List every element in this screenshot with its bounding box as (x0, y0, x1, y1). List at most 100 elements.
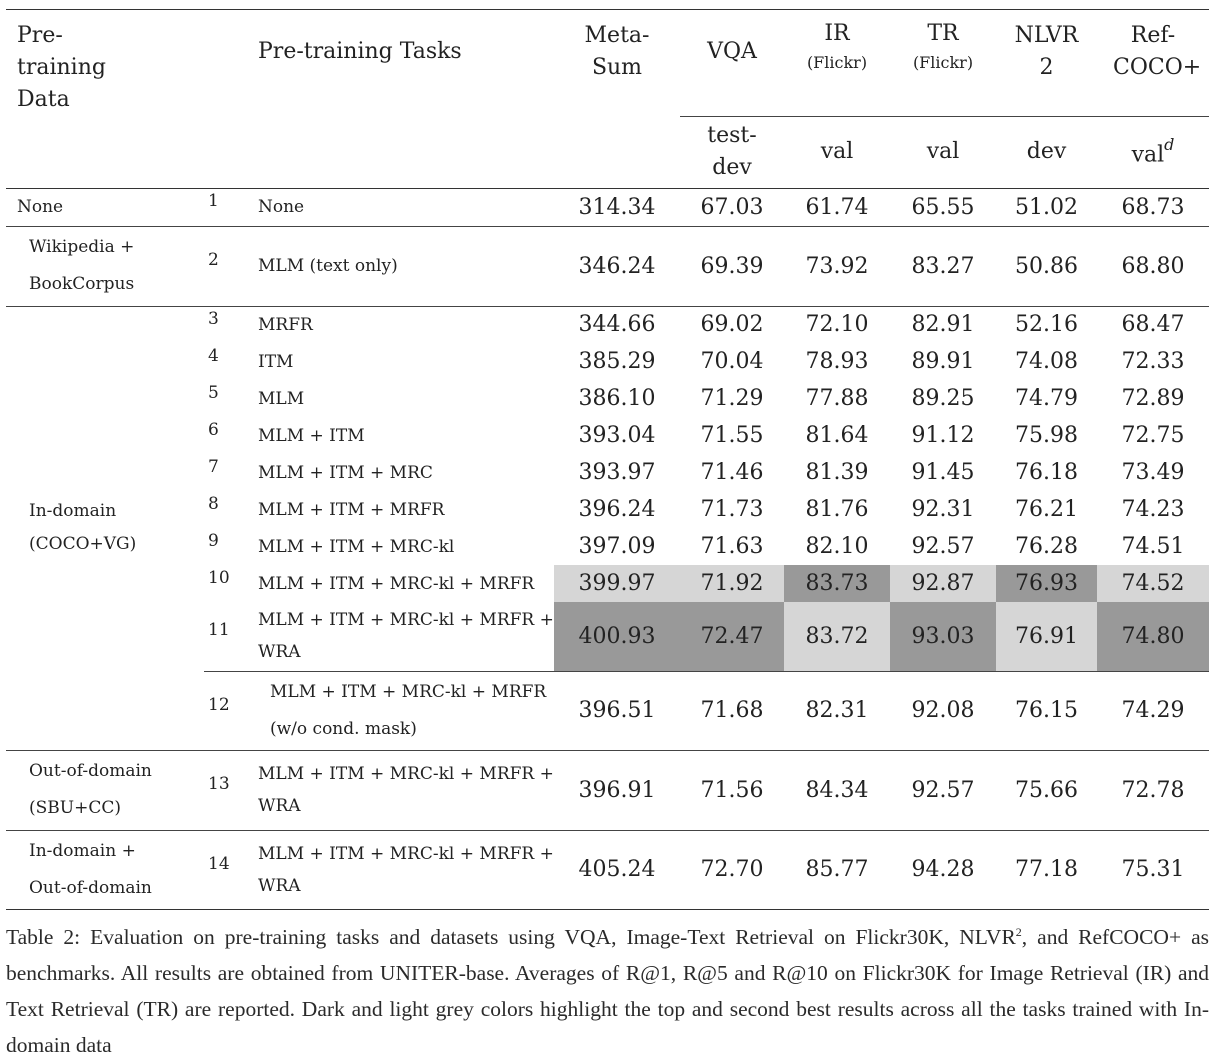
group-label-indomain: In-domain (COCO+VG) (6, 305, 204, 750)
table-row: In-domain (COCO+VG) 3 MRFR 344.66 69.02 7… (6, 305, 1209, 750)
group-label-both: In-domain + Out-of-domain (6, 829, 204, 910)
value-tr: 93.03 (890, 602, 996, 672)
row-task: MLM + ITM + MRC-kl + MRFR (258, 573, 535, 594)
table-caption: Table 2: Evaluation on pre-training task… (6, 914, 1209, 1063)
split-ir: val (784, 115, 890, 189)
value-tr: 82.91 (890, 305, 996, 343)
row-task: None (258, 197, 305, 217)
header-refcoco: Ref-COCO+ (1097, 9, 1209, 116)
value-refcoco: 74.51 (1121, 534, 1185, 559)
header-row: Pre-training Data Pre-training Tasks Met… (6, 9, 1209, 116)
value-refcoco: 68.47 (1097, 305, 1209, 343)
value-ir: 72.10 (784, 305, 890, 343)
caption-text-rest: , and RefCOCO+ as benchmarks. All result… (6, 925, 1209, 1058)
value-refcoco: 72.78 (1097, 749, 1209, 830)
split-tr: val (890, 115, 996, 189)
caption-label: Table 2: (6, 925, 81, 950)
row-task: MLM + ITM + MRC (258, 462, 433, 483)
value-ir: 81.64 (805, 423, 869, 448)
value-nlvr: 76.18 (1015, 460, 1078, 485)
value-ir: 83.73 (784, 565, 890, 602)
table-row: 12 MLM + ITM + MRC-kl + MRFR (w/o cond. m… (6, 671, 1209, 750)
value-ir: 73.92 (784, 225, 890, 306)
value-ir: 82.10 (805, 534, 869, 559)
value-nlvr: 76.91 (996, 602, 1097, 672)
caption-superscript: 2 (1015, 925, 1022, 939)
row-task: MLM + ITM + MRC-kl + MRFR + WRA (248, 602, 554, 672)
row-task: MLM + ITM + MRC-kl (258, 536, 455, 557)
value-refcoco: 74.23 (1121, 497, 1185, 522)
value-tr: 91.45 (911, 460, 975, 485)
results-table: Pre-training Data Pre-training Tasks Met… (6, 9, 1209, 910)
value-vqa: 71.73 (700, 497, 764, 522)
value-meta-sum: 396.24 (578, 497, 656, 522)
row-task: MLM (258, 388, 305, 409)
row-index: 10 (208, 567, 230, 588)
row-index: 3 (204, 305, 248, 343)
value-refcoco: 72.33 (1121, 349, 1185, 374)
value-ir: 81.39 (805, 460, 869, 485)
value-vqa: 72.70 (680, 829, 784, 910)
header-vqa: VQA (680, 9, 784, 116)
row-task: MLM + ITM + MRFR (258, 499, 445, 520)
value-meta-sum: 346.24 (554, 225, 680, 306)
value-meta-sum: 386.10 (578, 386, 656, 411)
row-index: 4 (208, 345, 219, 366)
row-index: 13 (204, 749, 248, 830)
table-row: Out-of-domain (SBU+CC) 13 MLM + ITM + MRC… (6, 749, 1209, 830)
value-ir: 78.93 (805, 349, 869, 374)
row-task: MRFR (248, 305, 554, 343)
value-vqa: 69.39 (680, 225, 784, 306)
value-meta-sum: 400.93 (554, 602, 680, 672)
table-row: 11 MLM + ITM + MRC-kl + MRFR + WRA 400.93… (6, 602, 1209, 672)
value-tr: 94.28 (890, 829, 996, 910)
value-tr: 92.31 (911, 497, 975, 522)
value-vqa: 69.02 (680, 305, 784, 343)
header-nlvr: NLVR 2 (996, 9, 1097, 116)
value-ir: 84.34 (784, 749, 890, 830)
value-refcoco: 72.75 (1121, 423, 1185, 448)
table-row: None 1 None 314.34 67.03 61.74 65.55 51.… (6, 188, 1209, 226)
value-tr: 89.25 (911, 386, 975, 411)
split-nlvr: dev (996, 115, 1097, 189)
table-row: 8 MLM + ITM + MRFR 396.24 71.73 81.76 92… (6, 491, 1209, 528)
row-index: 8 (208, 493, 219, 514)
value-nlvr: 50.86 (996, 225, 1097, 306)
value-tr: 92.57 (911, 534, 975, 559)
header-tr: TR (Flickr) (890, 9, 996, 116)
row-task: MLM + ITM (258, 425, 365, 446)
row-index: 6 (208, 419, 219, 440)
value-nlvr: 76.21 (1015, 497, 1078, 522)
table-row: Wikipedia + BookCorpus 2 MLM (text only) … (6, 225, 1209, 306)
row-task: ITM (258, 351, 294, 372)
value-ir: 77.88 (805, 386, 869, 411)
value-vqa: 72.47 (680, 602, 784, 672)
value-tr: 89.91 (911, 349, 975, 374)
value-vqa: 71.92 (680, 565, 784, 602)
value-refcoco: 73.49 (1121, 460, 1185, 485)
value-vqa: 71.55 (700, 423, 764, 448)
value-meta-sum: 393.97 (578, 460, 656, 485)
value-nlvr: 75.66 (996, 749, 1097, 830)
group-label-wiki: Wikipedia + BookCorpus (6, 225, 204, 306)
value-nlvr: 76.93 (996, 565, 1097, 602)
split-refcoco: vald (1097, 115, 1209, 189)
value-vqa: 71.46 (700, 460, 764, 485)
value-refcoco: 74.29 (1121, 698, 1185, 723)
row-index: 12 (208, 694, 230, 715)
value-refcoco: 75.31 (1097, 829, 1209, 910)
row-task: MLM + ITM + MRC-kl + MRFR + WRA (248, 829, 554, 910)
value-ir: 85.77 (784, 829, 890, 910)
table-row: 5 MLM 386.10 71.29 77.88 89.25 74.79 72.… (6, 380, 1209, 417)
table-row: 6 MLM + ITM 393.04 71.55 81.64 91.12 75.… (6, 417, 1209, 454)
value-meta-sum: 314.34 (578, 194, 656, 220)
value-ir: 81.76 (805, 497, 869, 522)
value-nlvr: 51.02 (1015, 194, 1078, 220)
row-task: MLM + ITM + MRC-kl + MRFR (w/o cond. mask… (270, 681, 547, 739)
value-meta-sum: 393.04 (578, 423, 656, 448)
value-nlvr: 74.79 (1015, 386, 1078, 411)
header-meta-sum: Meta-Sum (554, 9, 680, 116)
value-meta-sum: 405.24 (554, 829, 680, 910)
value-vqa: 67.03 (700, 194, 764, 220)
